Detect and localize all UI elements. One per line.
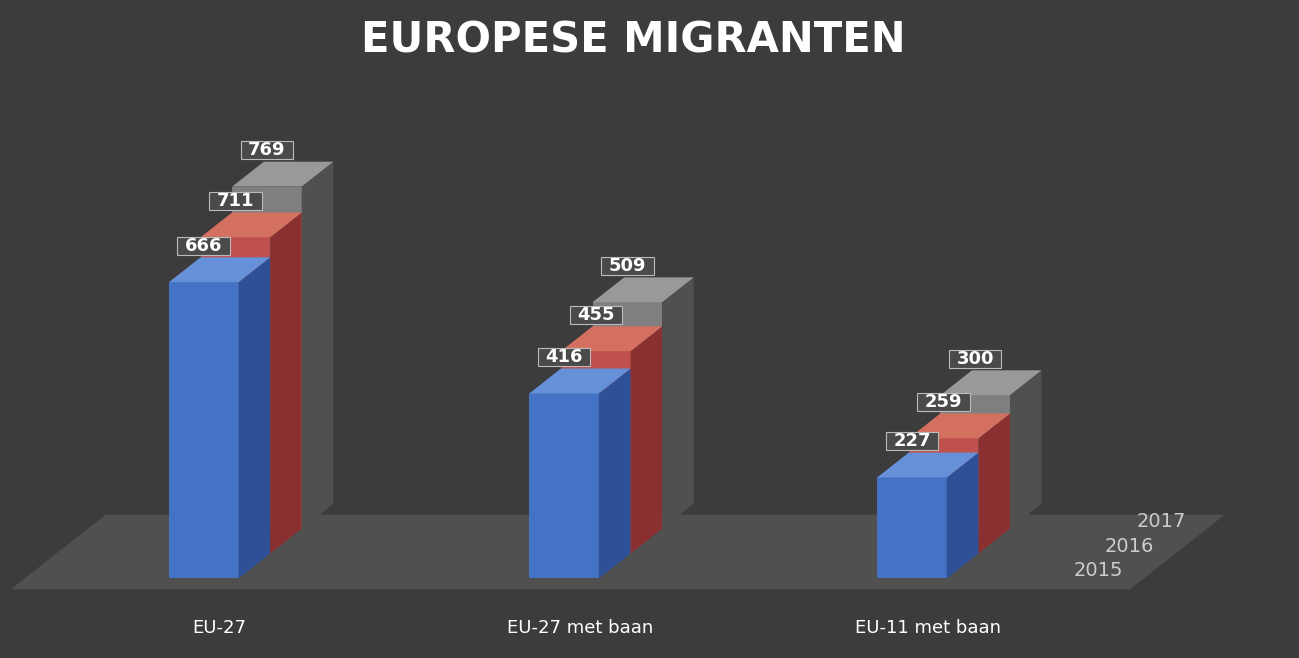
Text: EU-27 met baan: EU-27 met baan <box>507 619 653 638</box>
Text: 769: 769 <box>248 141 286 159</box>
Text: 416: 416 <box>546 348 583 366</box>
Polygon shape <box>909 413 1009 438</box>
FancyBboxPatch shape <box>209 192 261 210</box>
Text: 2017: 2017 <box>1137 512 1186 531</box>
Polygon shape <box>599 368 630 578</box>
Polygon shape <box>630 326 662 553</box>
FancyBboxPatch shape <box>538 348 590 366</box>
Text: 2015: 2015 <box>1073 561 1122 580</box>
Polygon shape <box>592 278 694 302</box>
Polygon shape <box>561 351 630 553</box>
Polygon shape <box>877 453 978 478</box>
Polygon shape <box>530 368 630 393</box>
Text: EUROPESE MIGRANTEN: EUROPESE MIGRANTEN <box>361 20 905 61</box>
Text: 711: 711 <box>217 192 255 210</box>
Polygon shape <box>169 282 239 578</box>
Polygon shape <box>561 326 662 351</box>
FancyBboxPatch shape <box>569 306 622 324</box>
FancyBboxPatch shape <box>948 350 1002 368</box>
Polygon shape <box>301 162 334 528</box>
Polygon shape <box>662 278 694 528</box>
Text: 300: 300 <box>956 350 994 368</box>
Polygon shape <box>877 478 947 578</box>
FancyBboxPatch shape <box>886 432 938 450</box>
Polygon shape <box>270 213 301 553</box>
Polygon shape <box>233 187 301 528</box>
Polygon shape <box>10 515 1225 590</box>
Text: 259: 259 <box>925 393 963 411</box>
FancyBboxPatch shape <box>917 393 970 411</box>
Polygon shape <box>940 395 1009 528</box>
Polygon shape <box>947 453 978 578</box>
Polygon shape <box>978 413 1009 553</box>
Polygon shape <box>592 302 662 528</box>
FancyBboxPatch shape <box>240 141 294 159</box>
Polygon shape <box>940 370 1042 395</box>
Text: 666: 666 <box>184 237 222 255</box>
Polygon shape <box>909 438 978 553</box>
Text: 227: 227 <box>894 432 930 450</box>
Polygon shape <box>239 257 270 578</box>
FancyBboxPatch shape <box>601 257 653 275</box>
Polygon shape <box>200 238 270 553</box>
Polygon shape <box>1009 370 1042 528</box>
Text: 455: 455 <box>577 306 614 324</box>
Polygon shape <box>530 393 599 578</box>
Text: 509: 509 <box>609 257 646 275</box>
Text: EU-27: EU-27 <box>192 619 247 638</box>
Text: 2016: 2016 <box>1104 536 1154 555</box>
Polygon shape <box>233 162 334 187</box>
Text: EU-11 met baan: EU-11 met baan <box>855 619 1000 638</box>
Polygon shape <box>200 213 301 238</box>
Polygon shape <box>169 257 270 282</box>
FancyBboxPatch shape <box>178 237 230 255</box>
